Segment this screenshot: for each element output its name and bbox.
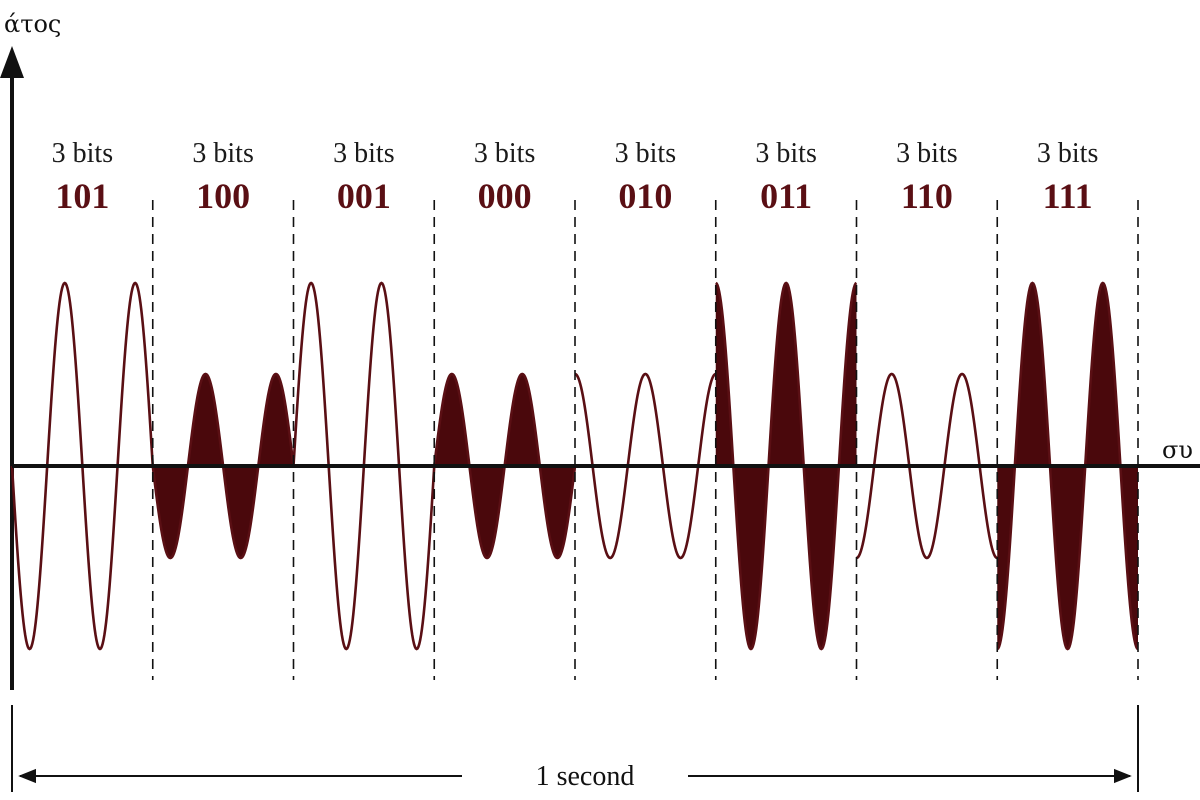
segment-code-label: 011 bbox=[760, 176, 812, 216]
segment-bits-label: 3 bits bbox=[896, 138, 957, 169]
segment-dividers bbox=[151, 200, 1139, 680]
segment-bits-label: 3 bits bbox=[474, 138, 535, 169]
segment-code-label: 111 bbox=[1043, 176, 1093, 216]
segment-bits-label: 3 bits bbox=[755, 138, 816, 169]
segment-code-label: 000 bbox=[478, 176, 532, 216]
amplitude-axis-arrow-icon bbox=[0, 46, 24, 78]
segment-bits-label: 3 bits bbox=[615, 138, 676, 169]
segment-code-label: 110 bbox=[901, 176, 953, 216]
duration-label: 1 second bbox=[536, 761, 635, 792]
segment-labels: 3 bits 101 3 bits 100 3 bits 001 3 bits 000 3 bi… bbox=[52, 138, 1099, 216]
segment-code-label: 101 bbox=[55, 176, 109, 216]
x-axis-label: συ bbox=[1162, 436, 1193, 464]
segment-code-label: 010 bbox=[618, 176, 672, 216]
segment-code-label: 001 bbox=[337, 176, 391, 216]
segment-wave-011 bbox=[715, 281, 858, 651]
segment-bits-label: 3 bits bbox=[1037, 138, 1098, 169]
segment-bits-label: 3 bits bbox=[333, 138, 394, 169]
segment-wave-010 bbox=[574, 372, 717, 560]
segment-code-label: 100 bbox=[196, 176, 250, 216]
segment-bits-label: 3 bits bbox=[52, 138, 113, 169]
segment-bits-label: 3 bits bbox=[192, 138, 253, 169]
segment-wave-111 bbox=[996, 281, 1139, 651]
segment-wave-110 bbox=[856, 372, 998, 560]
y-axis-label: άτος bbox=[4, 10, 61, 38]
